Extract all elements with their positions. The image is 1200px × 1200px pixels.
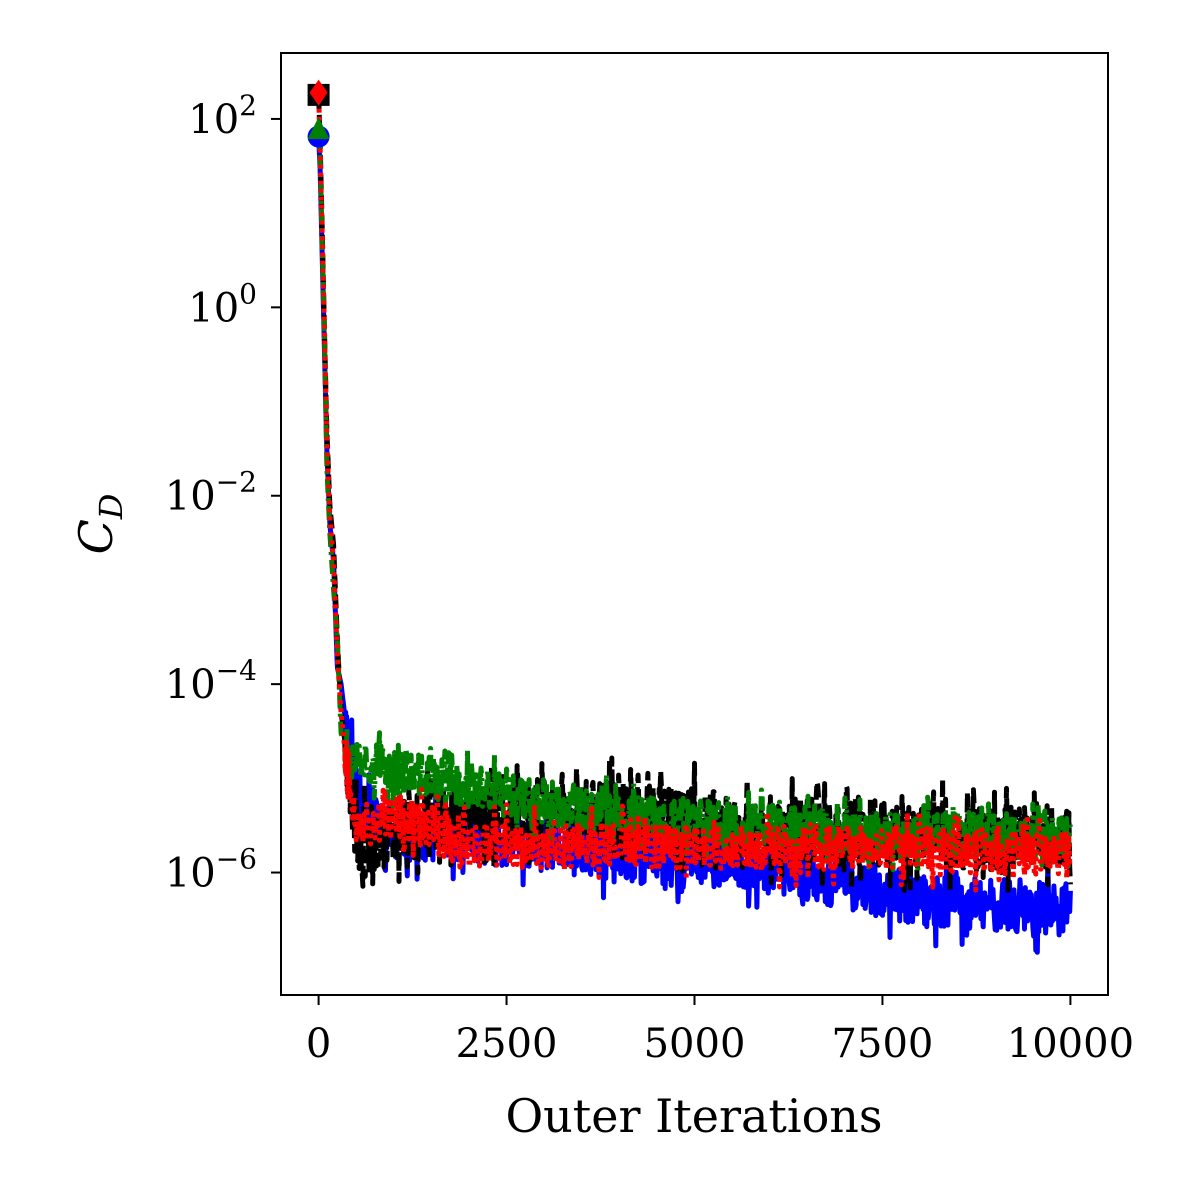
- series-line: [316, 127, 1073, 874]
- x-tick-label: 0: [306, 1021, 331, 1067]
- series-marker: [309, 79, 328, 106]
- marker-layer: [307, 79, 330, 148]
- x-tick-label: 5000: [644, 1021, 746, 1067]
- x-axis-label: Outer Iterations: [505, 1089, 882, 1143]
- y-tick-exponent: −6: [216, 843, 257, 876]
- y-tick-label: 10−6: [165, 843, 257, 897]
- x-axis-ticks: 0 2500 5000 7500 10000: [306, 995, 1134, 1067]
- y-axis-label-main: C: [69, 519, 123, 554]
- y-tick-label: 102: [188, 89, 257, 143]
- x-tick-label: 10000: [1007, 1021, 1134, 1067]
- y-tick-label: 10−4: [165, 654, 257, 708]
- series-layer: [316, 92, 1073, 955]
- y-tick-base: 10: [165, 662, 216, 708]
- y-axis-label-subscript: D: [92, 494, 130, 521]
- y-axis-label: CD: [69, 494, 130, 555]
- y-tick-base: 10: [165, 474, 216, 520]
- y-tick-label: 100: [188, 277, 257, 331]
- x-tick-label: 7500: [832, 1021, 934, 1067]
- y-tick-exponent: 0: [239, 277, 257, 310]
- y-tick-label: 10−2: [165, 466, 257, 520]
- y-tick-exponent: −2: [216, 466, 257, 499]
- y-tick-base: 10: [165, 851, 216, 897]
- series-line: [316, 92, 1073, 893]
- y-tick-exponent: 2: [239, 89, 257, 122]
- series-marker: [307, 117, 330, 140]
- y-tick-base: 10: [188, 97, 239, 143]
- x-tick-label: 2500: [456, 1021, 558, 1067]
- y-tick-base: 10: [188, 285, 239, 331]
- y-tick-exponent: −4: [216, 654, 257, 687]
